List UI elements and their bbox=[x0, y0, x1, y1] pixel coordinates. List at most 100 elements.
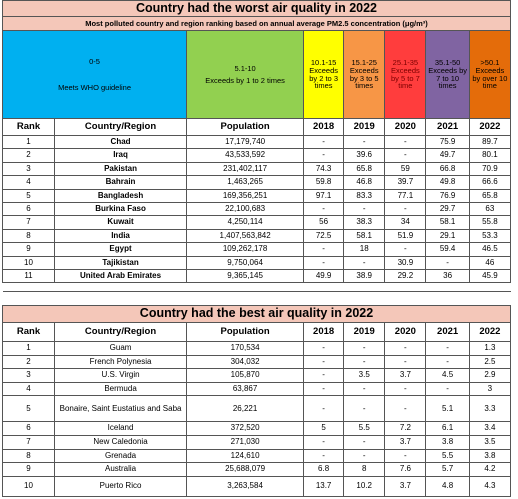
country-cell: New Caledonia bbox=[53, 434, 188, 450]
year-2020-cell: 7.2 bbox=[384, 421, 427, 436]
rank-cell: 3 bbox=[2, 368, 55, 383]
column-header-2021: 2021 bbox=[425, 118, 470, 136]
rank-cell: 8 bbox=[2, 228, 55, 244]
year-2019-cell: - bbox=[343, 201, 386, 217]
rank-cell: 6 bbox=[2, 201, 55, 217]
pm25-legend-row: 0-5 Meets WHO guideline 5.1-10 Exceeds by 1… bbox=[1, 30, 512, 119]
legend-cell-5: 25.1-35 Exceeds by 5 to 7 time bbox=[384, 30, 427, 119]
year-2022-cell: 65.8 bbox=[468, 188, 512, 203]
population-cell: 26,221 bbox=[186, 395, 305, 423]
legend-range: 10.1-15 bbox=[310, 57, 337, 67]
year-2018-cell: - bbox=[303, 368, 345, 383]
year-2021-cell: 75.9 bbox=[425, 134, 470, 150]
column-header-2019: 2019 bbox=[343, 322, 386, 342]
legend-range: 15.1-25 bbox=[351, 57, 377, 67]
year-2020-cell: - bbox=[384, 134, 427, 150]
population-cell: 304,032 bbox=[186, 354, 305, 370]
country-cell: Tajikistan bbox=[53, 255, 188, 270]
year-2022-cell: 80.1 bbox=[468, 148, 512, 163]
year-2019-cell: 3.5 bbox=[343, 368, 386, 383]
country-cell: Bangladesh bbox=[53, 188, 188, 203]
legend-description: Exceeds by 5 to 7 time bbox=[390, 65, 420, 91]
year-2022-cell: 2.5 bbox=[468, 354, 512, 370]
year-2019-cell: 38.9 bbox=[343, 268, 386, 284]
legend-description: Exceeds by 2 to 3 times bbox=[309, 65, 338, 91]
legend-description: Exceeds by 7 to 10 times bbox=[428, 65, 467, 91]
year-2021-cell: 76.9 bbox=[425, 188, 470, 203]
year-2020-cell: - bbox=[384, 201, 427, 217]
country-cell: Burkina Faso bbox=[53, 201, 188, 217]
population-cell: 4,250,114 bbox=[186, 215, 305, 230]
year-2018-cell: 97.1 bbox=[303, 188, 345, 203]
best-air-quality-table: Country had the best air quality in 2022… bbox=[2, 305, 512, 497]
rank-cell: 10 bbox=[2, 475, 55, 497]
year-2020-cell: 77.1 bbox=[384, 188, 427, 203]
population-cell: 43,533,592 bbox=[186, 148, 305, 163]
year-2019-cell: - bbox=[343, 341, 386, 356]
year-2018-cell: 13.7 bbox=[303, 475, 345, 497]
year-2018-cell: 6.8 bbox=[303, 462, 345, 477]
year-2019-cell: 39.6 bbox=[343, 148, 386, 163]
table-row: 5 Bangladesh 169,356,251 97.1 83.3 77.1 76.9 65… bbox=[2, 188, 512, 203]
year-2019-cell: - bbox=[343, 381, 386, 397]
rank-cell: 11 bbox=[2, 268, 55, 284]
table-row: 4 Bermuda 63,867- - - -3 bbox=[2, 381, 512, 397]
legend-range: 5.1-10 bbox=[234, 63, 256, 73]
column-header-2019: 2019 bbox=[343, 118, 386, 136]
year-2022-cell: 46 bbox=[468, 255, 512, 270]
year-2021-cell: 29.1 bbox=[425, 228, 470, 244]
population-cell: 1,463,265 bbox=[186, 175, 305, 190]
legend-range: 25.1-35 bbox=[392, 57, 419, 67]
year-2020-cell: 29.2 bbox=[384, 268, 427, 284]
year-2022-cell: 3.5 bbox=[468, 434, 512, 450]
rank-cell: 9 bbox=[2, 462, 55, 477]
year-2022-cell: 53.3 bbox=[468, 228, 512, 244]
table-row: 6 Iceland 372,520 5 5.5 7.2 6.1 3.4 bbox=[2, 421, 512, 436]
table-row: 2 Iraq 43,533,592-39.6-49.7 80.1 bbox=[2, 148, 512, 163]
worst-table-title: Country had the worst air quality in 202… bbox=[2, 0, 511, 17]
year-2021-cell: 49.7 bbox=[425, 148, 470, 163]
best-table-title: Country had the best air quality in 2022 bbox=[2, 305, 511, 323]
year-2020-cell: - bbox=[384, 448, 427, 464]
year-2019-cell: 46.8 bbox=[343, 175, 386, 190]
year-2019-cell: - bbox=[343, 354, 386, 370]
year-2022-cell: 3.4 bbox=[468, 421, 512, 436]
year-2021-cell: - bbox=[425, 381, 470, 397]
population-cell: 169,356,251 bbox=[186, 188, 305, 203]
year-2021-cell: 4.8 bbox=[425, 475, 470, 497]
legend-cell-1: 0-5 Meets WHO guideline bbox=[1, 30, 188, 119]
year-2022-cell: 3.3 bbox=[468, 395, 512, 423]
year-2022-cell: 2.9 bbox=[468, 368, 512, 383]
table-row: 1 Chad 17,179,740- - -75.9 89.7 bbox=[2, 134, 512, 150]
year-2022-cell: 4.2 bbox=[468, 462, 512, 477]
year-2018-cell: - bbox=[303, 381, 345, 397]
year-2022-cell: 3 bbox=[468, 381, 512, 397]
worst-table-subtitle: Most polluted country and region ranking… bbox=[2, 16, 511, 31]
country-cell: Australia bbox=[53, 462, 188, 477]
year-2022-cell: 66.6 bbox=[468, 175, 512, 190]
table-row: 3 Pakistan 231,402,117 74.3 65.8 59 66.8 70.9 bbox=[2, 161, 512, 177]
population-cell: 25,688,079 bbox=[186, 462, 305, 477]
year-2019-cell: - bbox=[343, 255, 386, 270]
year-2021-cell: 59.4 bbox=[425, 242, 470, 257]
rank-cell: 10 bbox=[2, 255, 55, 270]
year-2020-cell: - bbox=[384, 341, 427, 356]
country-cell: Egypt bbox=[53, 242, 188, 257]
rank-cell: 4 bbox=[2, 175, 55, 190]
year-2019-cell: 5.5 bbox=[343, 421, 386, 436]
year-2021-cell: - bbox=[425, 341, 470, 356]
population-cell: 372,520 bbox=[186, 421, 305, 436]
legend-cell-2: 5.1-10 Exceeds by 1 to 2 times bbox=[186, 30, 305, 119]
table-row: 5 Bonaire, Saint Eustatius and Saba 26,221… bbox=[2, 395, 512, 423]
year-2018-cell: - bbox=[303, 148, 345, 163]
year-2018-cell: - bbox=[303, 201, 345, 217]
year-2021-cell: 6.1 bbox=[425, 421, 470, 436]
legend-cell-7: >50.1 Exceeds by over 10 time bbox=[468, 30, 512, 119]
country-cell: French Polynesia bbox=[53, 354, 188, 370]
country-cell: Iceland bbox=[53, 421, 188, 436]
year-2018-cell: 74.3 bbox=[303, 161, 345, 177]
population-cell: 1,407,563,842 bbox=[186, 228, 305, 244]
year-2018-cell: 5 bbox=[303, 421, 345, 436]
year-2021-cell: 5.7 bbox=[425, 462, 470, 477]
